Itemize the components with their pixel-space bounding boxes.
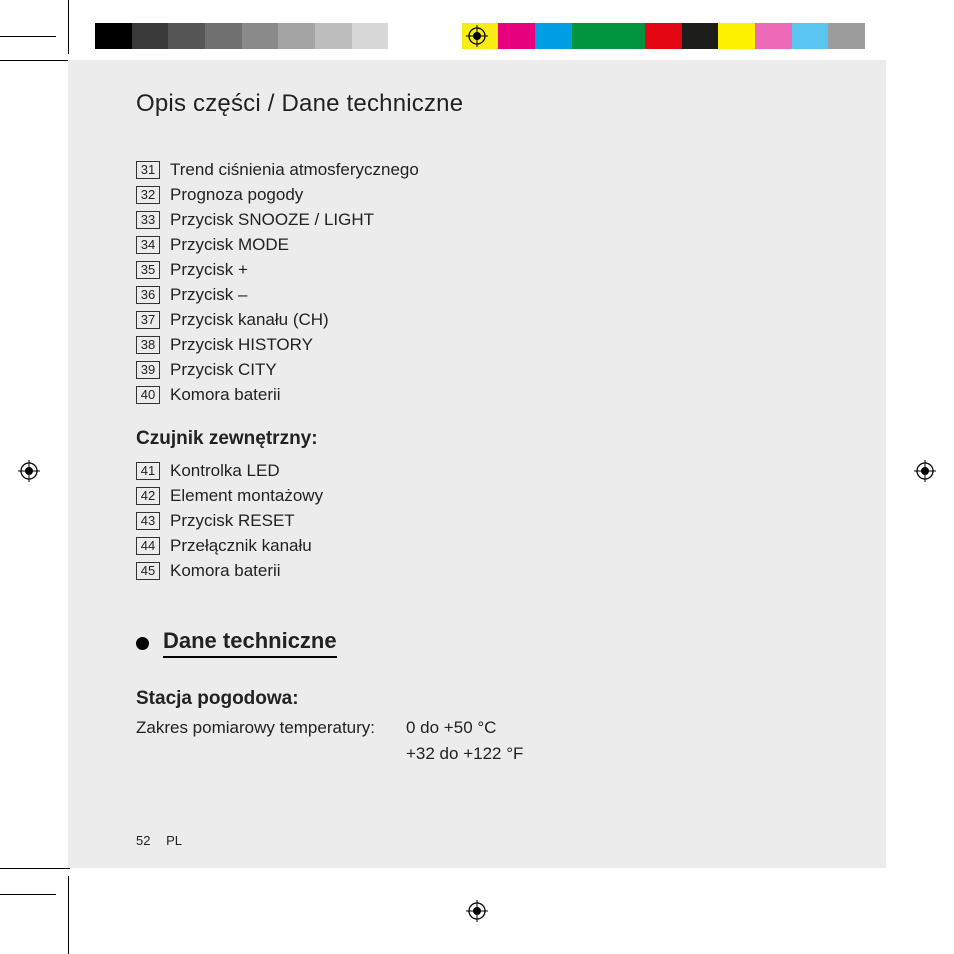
item-number-box: 42: [136, 487, 160, 505]
item-number-box: 43: [136, 512, 160, 530]
item-label: Prognoza pogody: [170, 185, 303, 205]
list-item: 35 Przycisk +: [136, 257, 419, 282]
item-label: Przycisk SNOOZE / LIGHT: [170, 210, 374, 230]
color-swatch: [95, 23, 132, 49]
color-swatch: [718, 23, 755, 49]
item-number-box: 34: [136, 236, 160, 254]
color-swatch: [792, 23, 829, 49]
list-item: 43 Przycisk RESET: [136, 508, 323, 533]
color-swatch: [572, 23, 609, 49]
crop-mark: [0, 868, 70, 869]
list-item: 41 Kontrolka LED: [136, 458, 323, 483]
item-label: Element montażowy: [170, 486, 323, 506]
item-number-box: 35: [136, 261, 160, 279]
subheading-external-sensor: Czujnik zewnętrzny:: [136, 428, 318, 450]
list-item: 33 Przycisk SNOOZE / LIGHT: [136, 207, 419, 232]
list-item: 44 Przełącznik kanału: [136, 533, 323, 558]
color-swatch: [242, 23, 279, 49]
color-swatch: [315, 23, 352, 49]
item-label: Przycisk HISTORY: [170, 335, 313, 355]
list-item: 34 Przycisk MODE: [136, 232, 419, 257]
item-label: Przycisk MODE: [170, 235, 289, 255]
parts-list-2: 41 Kontrolka LED 42 Element montażowy 43 Przy…: [136, 458, 323, 583]
color-swatch: [352, 23, 389, 49]
spec-value-fahrenheit: +32 do +122 °F: [406, 744, 523, 764]
color-swatch: [132, 23, 169, 49]
bullet-icon: [136, 637, 149, 650]
item-number-box: 36: [136, 286, 160, 304]
registration-mark-icon: [18, 460, 40, 482]
color-swatch: [755, 23, 792, 49]
crop-mark: [68, 0, 69, 54]
item-label: Przycisk RESET: [170, 511, 295, 531]
item-number-box: 31: [136, 161, 160, 179]
item-number-box: 44: [136, 537, 160, 555]
item-label: Przycisk kanału (CH): [170, 310, 329, 330]
page-number: 52: [136, 833, 150, 848]
list-item: 37 Przycisk kanału (CH): [136, 307, 419, 332]
color-swatch: [498, 23, 535, 49]
crop-mark: [68, 876, 69, 954]
parts-list-1: 31 Trend ciśnienia atmosferycznego 32 Progn…: [136, 157, 419, 407]
list-item: 40 Komora baterii: [136, 382, 419, 407]
item-number-box: 32: [136, 186, 160, 204]
color-swatch: [608, 23, 645, 49]
spec-label-temp-range: Zakres pomiarowy temperatury:: [136, 718, 375, 738]
item-number-box: 39: [136, 361, 160, 379]
item-number-box: 40: [136, 386, 160, 404]
item-label: Trend ciśnienia atmosferycznego: [170, 160, 419, 180]
color-swatch: [205, 23, 242, 49]
document-root: Opis części / Dane techniczne 31 Trend ci…: [0, 0, 954, 954]
item-number-box: 33: [136, 211, 160, 229]
list-item: 42 Element montażowy: [136, 483, 323, 508]
color-swatch: [645, 23, 682, 49]
item-number-box: 41: [136, 462, 160, 480]
color-swatch: [535, 23, 572, 49]
item-number-box: 37: [136, 311, 160, 329]
item-number-box: 38: [136, 336, 160, 354]
page-title: Opis części / Dane techniczne: [136, 90, 463, 118]
list-item: 38 Przycisk HISTORY: [136, 332, 419, 357]
item-label: Przycisk +: [170, 260, 248, 280]
color-swatch: [682, 23, 719, 49]
item-label: Komora baterii: [170, 385, 281, 405]
section-heading: Dane techniczne: [136, 628, 337, 658]
page-language: PL: [166, 833, 182, 848]
crop-mark: [0, 36, 56, 37]
color-swatch: [168, 23, 205, 49]
registration-mark-icon: [914, 460, 936, 482]
color-swatch: [278, 23, 315, 49]
item-number-box: 45: [136, 562, 160, 580]
subheading-weather-station: Stacja pogodowa:: [136, 688, 299, 710]
section-heading-text: Dane techniczne: [163, 628, 337, 658]
crop-mark: [0, 60, 70, 61]
item-label: Komora baterii: [170, 561, 281, 581]
list-item: 36 Przycisk –: [136, 282, 419, 307]
list-item: 45 Komora baterii: [136, 558, 323, 583]
crop-mark: [0, 894, 56, 895]
list-item: 31 Trend ciśnienia atmosferycznego: [136, 157, 419, 182]
registration-mark-icon: [466, 25, 488, 47]
spec-value-celsius: 0 do +50 °C: [406, 718, 496, 738]
item-label: Przełącznik kanału: [170, 536, 312, 556]
color-swatch: [828, 23, 865, 49]
item-label: Przycisk –: [170, 285, 247, 305]
page-footer: 52 PL: [136, 833, 182, 848]
list-item: 32 Prognoza pogody: [136, 182, 419, 207]
registration-mark-icon: [466, 900, 488, 922]
item-label: Przycisk CITY: [170, 360, 277, 380]
page-body: Opis części / Dane techniczne 31 Trend ci…: [68, 60, 886, 868]
item-label: Kontrolka LED: [170, 461, 280, 481]
color-swatch: [388, 23, 425, 49]
color-swatch: [425, 23, 462, 49]
list-item: 39 Przycisk CITY: [136, 357, 419, 382]
